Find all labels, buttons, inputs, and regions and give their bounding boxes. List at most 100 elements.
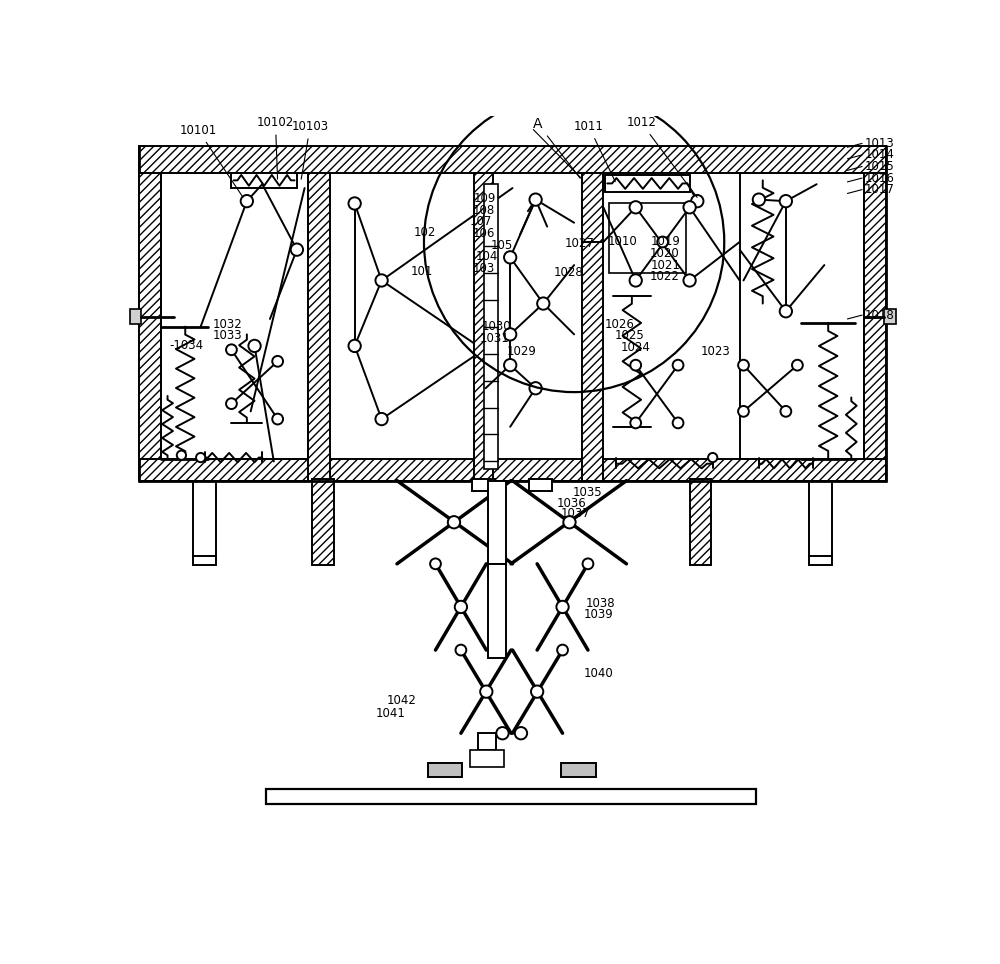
Text: 1040: 1040 <box>584 667 614 680</box>
Text: 103: 103 <box>472 261 495 275</box>
Text: 1038: 1038 <box>586 598 615 610</box>
Text: 1028: 1028 <box>553 266 583 280</box>
Text: 1027: 1027 <box>565 237 595 250</box>
Text: 10103: 10103 <box>292 120 329 179</box>
Text: 1041: 1041 <box>375 707 405 720</box>
Bar <box>864 173 886 459</box>
Circle shape <box>691 195 703 207</box>
Circle shape <box>196 453 205 462</box>
Text: 108: 108 <box>472 204 495 217</box>
Text: 1021: 1021 <box>651 258 681 272</box>
Circle shape <box>504 359 516 371</box>
Circle shape <box>708 453 717 462</box>
Text: 1013: 1013 <box>865 137 895 149</box>
Text: 1017: 1017 <box>865 183 895 196</box>
Bar <box>605 175 690 192</box>
Text: 1010: 1010 <box>607 235 637 249</box>
Text: 1016: 1016 <box>865 172 895 184</box>
Text: 1035: 1035 <box>573 487 602 499</box>
Bar <box>474 173 493 481</box>
Text: 1014: 1014 <box>865 148 895 161</box>
Circle shape <box>348 339 361 352</box>
Circle shape <box>375 275 388 286</box>
Text: -1034: -1034 <box>170 339 204 353</box>
Circle shape <box>780 195 792 207</box>
Circle shape <box>738 406 749 416</box>
Circle shape <box>496 727 509 739</box>
Circle shape <box>753 194 765 205</box>
Bar <box>312 479 334 565</box>
Circle shape <box>515 727 527 739</box>
Circle shape <box>455 601 467 613</box>
Bar <box>884 308 896 324</box>
Bar <box>139 173 161 459</box>
Circle shape <box>248 339 261 352</box>
Bar <box>809 556 832 565</box>
Text: 1039: 1039 <box>584 608 614 621</box>
Bar <box>139 459 886 481</box>
Circle shape <box>630 417 641 428</box>
Text: 105: 105 <box>491 238 513 252</box>
Text: 10101: 10101 <box>180 124 243 198</box>
Bar <box>470 750 504 767</box>
Circle shape <box>531 685 543 698</box>
Bar <box>193 556 216 565</box>
Circle shape <box>226 398 237 409</box>
Bar <box>529 479 552 492</box>
Bar <box>266 789 756 804</box>
Circle shape <box>375 413 388 425</box>
Circle shape <box>630 275 642 286</box>
Bar <box>308 173 330 481</box>
Bar <box>130 308 141 324</box>
Circle shape <box>673 417 683 428</box>
Circle shape <box>480 685 492 698</box>
Bar <box>609 203 686 273</box>
Circle shape <box>177 450 186 460</box>
Circle shape <box>673 360 683 370</box>
Text: 104: 104 <box>476 250 498 263</box>
Circle shape <box>529 382 542 394</box>
Circle shape <box>657 236 668 248</box>
Text: 1042: 1042 <box>387 694 417 708</box>
Text: 10102: 10102 <box>257 117 294 179</box>
Text: 1020: 1020 <box>650 247 679 260</box>
Text: 1011: 1011 <box>574 120 615 181</box>
Circle shape <box>430 558 441 569</box>
Circle shape <box>683 275 696 286</box>
Circle shape <box>537 298 549 309</box>
Circle shape <box>563 516 576 528</box>
Circle shape <box>630 201 642 213</box>
Text: 1037: 1037 <box>560 507 590 521</box>
Text: 1032: 1032 <box>212 318 242 331</box>
Circle shape <box>456 645 466 656</box>
Circle shape <box>738 360 749 370</box>
Text: 109: 109 <box>474 193 496 205</box>
Circle shape <box>529 194 542 205</box>
Circle shape <box>272 414 283 424</box>
Bar <box>484 184 498 469</box>
Text: A: A <box>533 117 580 178</box>
Circle shape <box>557 645 568 656</box>
Bar <box>428 763 462 777</box>
Circle shape <box>348 198 361 209</box>
Bar <box>139 146 886 173</box>
Text: 1029: 1029 <box>506 345 536 358</box>
Circle shape <box>291 244 303 255</box>
Text: 1025: 1025 <box>615 330 645 342</box>
Circle shape <box>683 201 696 213</box>
Circle shape <box>241 195 253 207</box>
Text: 106: 106 <box>472 227 495 240</box>
Text: 1022: 1022 <box>650 270 679 283</box>
Circle shape <box>448 516 460 528</box>
Circle shape <box>583 558 593 569</box>
Circle shape <box>780 406 791 416</box>
Circle shape <box>780 305 792 317</box>
Text: 101: 101 <box>411 265 433 278</box>
Text: 1019: 1019 <box>651 235 681 249</box>
Text: 107: 107 <box>470 215 493 228</box>
Circle shape <box>630 360 641 370</box>
Circle shape <box>504 252 516 263</box>
Text: 1023: 1023 <box>701 345 731 358</box>
Text: 1026: 1026 <box>605 318 635 331</box>
Bar <box>582 173 603 481</box>
